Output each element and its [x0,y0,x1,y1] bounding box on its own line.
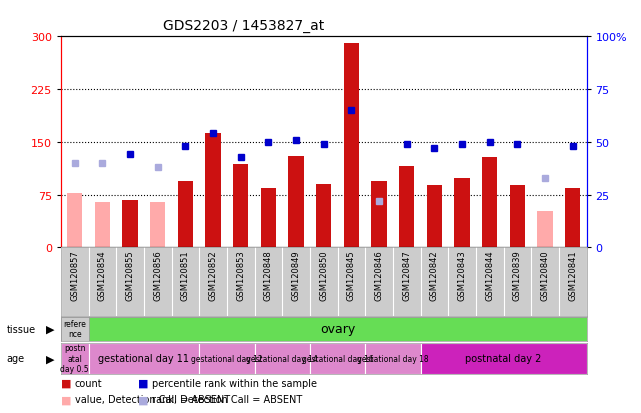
Bar [565,188,580,248]
Text: rank, Detection Call = ABSENT: rank, Detection Call = ABSENT [152,394,302,404]
Text: GSM120839: GSM120839 [513,250,522,301]
Bar [178,181,193,248]
Bar [261,188,276,248]
Bar [316,185,331,248]
Text: postn
atal
day 0.5: postn atal day 0.5 [60,344,89,373]
Bar [510,186,525,248]
Bar [365,343,420,374]
Text: ■: ■ [138,394,148,404]
Text: GSM120853: GSM120853 [237,250,246,301]
Bar [88,343,199,374]
Text: GSM120856: GSM120856 [153,250,162,301]
Text: gestational day 18: gestational day 18 [357,354,429,363]
Text: GSM120849: GSM120849 [292,250,301,300]
Bar [95,202,110,248]
Text: percentile rank within the sample: percentile rank within the sample [152,378,317,388]
Text: GSM120840: GSM120840 [540,250,549,300]
Text: GSM120855: GSM120855 [126,250,135,300]
Bar [427,186,442,248]
Text: ■: ■ [61,394,71,404]
Text: GSM120848: GSM120848 [264,250,273,301]
Text: refere
nce: refere nce [63,319,86,338]
Text: GSM120841: GSM120841 [568,250,577,300]
Text: GSM120852: GSM120852 [208,250,217,300]
Text: GSM120854: GSM120854 [98,250,107,300]
Text: GSM120842: GSM120842 [430,250,439,300]
Bar [344,44,359,248]
Bar [482,158,497,248]
Bar [233,165,248,248]
Text: ■: ■ [138,378,148,388]
Text: count: count [75,378,103,388]
Bar [371,181,387,248]
Text: gestational day 12: gestational day 12 [191,354,263,363]
Text: GSM120851: GSM120851 [181,250,190,300]
Text: GSM120845: GSM120845 [347,250,356,300]
Bar [537,211,553,248]
Text: GSM120846: GSM120846 [374,250,383,301]
Text: value, Detection Call = ABSENT: value, Detection Call = ABSENT [75,394,230,404]
Text: GDS2203 / 1453827_at: GDS2203 / 1453827_at [163,19,324,33]
Text: postnatal day 2: postnatal day 2 [465,353,542,363]
Bar [122,200,138,248]
Text: age: age [6,353,24,363]
Bar [205,134,221,248]
Bar [310,343,365,374]
Text: ▶: ▶ [46,324,54,334]
Text: ▶: ▶ [46,353,54,363]
Text: GSM120857: GSM120857 [71,250,79,301]
Text: ■: ■ [61,378,71,388]
Bar [420,343,587,374]
Bar [61,343,88,374]
Bar [288,157,304,248]
Text: gestational day 14: gestational day 14 [246,354,318,363]
Bar [61,317,88,341]
Bar [399,167,414,248]
Text: gestational day 11: gestational day 11 [98,353,189,363]
Text: ovary: ovary [320,322,355,335]
Bar [254,343,310,374]
Text: GSM120844: GSM120844 [485,250,494,300]
Text: GSM120850: GSM120850 [319,250,328,300]
Bar [67,193,82,248]
Bar [454,179,470,248]
Text: tissue: tissue [6,324,35,334]
Text: gestational day 16: gestational day 16 [302,354,374,363]
Text: GSM120843: GSM120843 [458,250,467,301]
Bar [199,343,254,374]
Text: GSM120847: GSM120847 [402,250,411,301]
Bar [150,202,165,248]
